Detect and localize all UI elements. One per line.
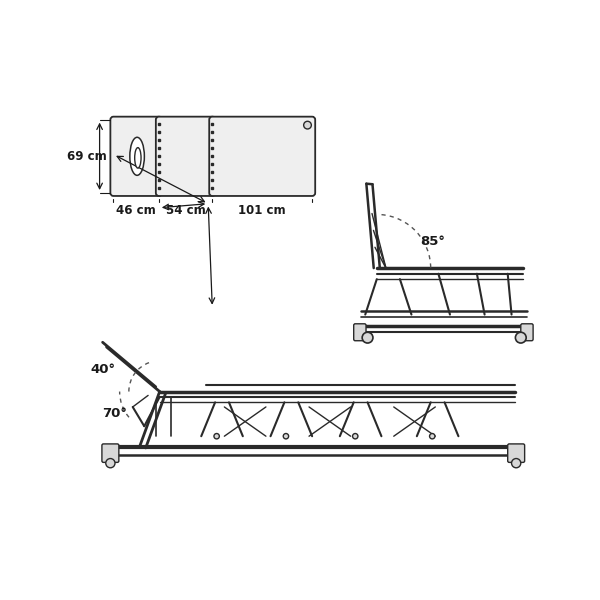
Circle shape: [512, 458, 521, 468]
Text: 101 cm: 101 cm: [238, 204, 286, 217]
FancyBboxPatch shape: [354, 324, 366, 341]
Text: 69 cm: 69 cm: [67, 150, 107, 163]
Ellipse shape: [130, 137, 145, 175]
Circle shape: [214, 434, 220, 439]
Text: 85°: 85°: [421, 235, 446, 248]
Circle shape: [106, 458, 115, 468]
Circle shape: [283, 434, 289, 439]
Circle shape: [430, 434, 435, 439]
Circle shape: [515, 332, 526, 343]
Ellipse shape: [134, 148, 141, 168]
Circle shape: [304, 121, 311, 129]
FancyBboxPatch shape: [156, 116, 215, 196]
Circle shape: [362, 332, 373, 343]
FancyBboxPatch shape: [102, 444, 119, 463]
Text: 70°: 70°: [103, 407, 127, 419]
FancyBboxPatch shape: [209, 116, 315, 196]
Text: 40°: 40°: [91, 363, 115, 376]
FancyBboxPatch shape: [508, 444, 524, 463]
Circle shape: [353, 434, 358, 439]
Text: 46 cm: 46 cm: [116, 204, 156, 217]
FancyBboxPatch shape: [521, 324, 533, 341]
FancyBboxPatch shape: [110, 116, 162, 196]
Text: 54 cm: 54 cm: [166, 204, 205, 217]
